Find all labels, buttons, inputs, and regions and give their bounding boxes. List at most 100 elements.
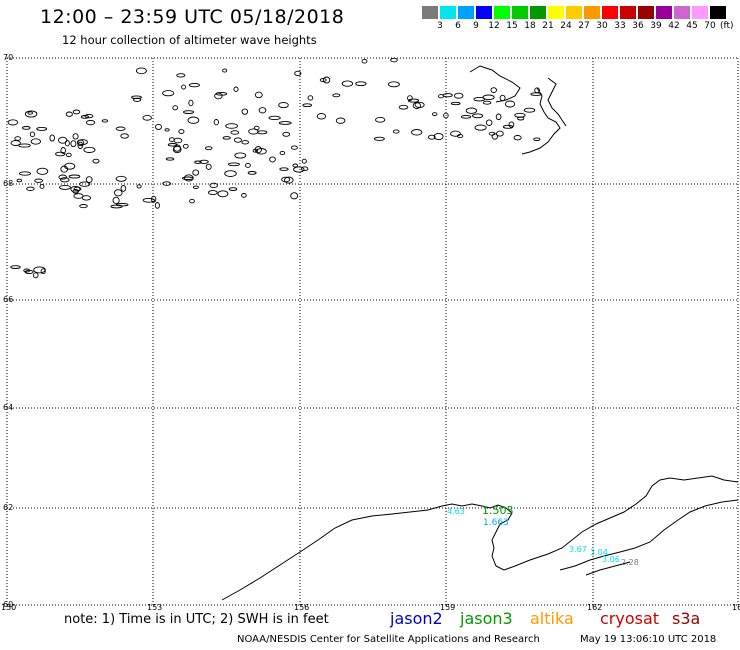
lake-outline (101, 119, 109, 123)
lake-outline (135, 67, 147, 75)
lat-label: 66 (3, 295, 14, 304)
lake-outline (176, 73, 186, 78)
lake-outline (64, 162, 76, 170)
scale-swatch (476, 6, 493, 19)
lake-outline (278, 102, 289, 109)
lake-outline (293, 166, 305, 173)
lake-outline (414, 101, 425, 108)
lake-outline (92, 158, 100, 164)
coastline-segment (547, 77, 567, 127)
lake-outline (162, 90, 175, 97)
lake-outline (278, 121, 292, 125)
coastline-segment (559, 499, 739, 571)
lake-outline (36, 167, 49, 175)
lake-outline (228, 187, 238, 191)
scale-label: 30 (596, 21, 608, 31)
scale-label: 70 (704, 21, 716, 31)
lake-outline (115, 175, 127, 182)
scale-swatch (584, 6, 601, 19)
satellite-label: altika (530, 609, 574, 628)
scale-unit-label: (ft) (720, 21, 734, 31)
lake-outline (465, 107, 478, 114)
lake-outline (514, 112, 526, 118)
lake-outline (167, 143, 178, 147)
lat-label: 70 (3, 53, 14, 62)
lake-outline (398, 104, 409, 110)
scale-swatch (620, 6, 637, 19)
lake-outline (32, 272, 39, 279)
lat-label: 62 (3, 503, 14, 512)
scale-swatch (548, 6, 565, 19)
scale-label: 9 (473, 21, 479, 31)
map-grid (6, 57, 739, 606)
lake-outline (482, 100, 492, 105)
lake-outline (292, 163, 298, 168)
lake-outline (151, 195, 157, 203)
lake-outline (254, 146, 262, 154)
lake-outline (411, 129, 423, 136)
lake-outline (533, 137, 541, 141)
lake-outline (136, 184, 142, 189)
lake-outline (84, 113, 94, 119)
lake-outline (392, 129, 400, 134)
lake-outline (209, 182, 218, 189)
lake-outline (496, 130, 504, 137)
lon-label: 159 (440, 603, 456, 612)
lake-outline (36, 126, 48, 131)
coastline (221, 65, 739, 601)
lake-outline (473, 96, 486, 102)
lake-outline (499, 94, 506, 102)
lake-outline (59, 184, 71, 190)
lake-outline (332, 93, 341, 98)
scale-label: 39 (650, 21, 662, 31)
lake-outline (495, 113, 502, 121)
lake-outline (65, 152, 72, 158)
lake-outline (316, 113, 327, 120)
lake-outline (268, 115, 281, 121)
lon-label: 150 (1, 603, 17, 612)
scale-label: 27 (578, 21, 590, 31)
scale-swatch (638, 6, 655, 19)
lon-label: 153 (147, 603, 163, 612)
lake-outline (207, 190, 218, 196)
lake-outline (30, 138, 41, 145)
lake-outline (142, 114, 152, 121)
lake-outline (33, 266, 46, 274)
lake-outline (72, 133, 79, 140)
lake-outline (29, 131, 35, 138)
scale-swatch (422, 6, 439, 19)
lake-outline (453, 92, 464, 99)
lake-outline (230, 130, 240, 135)
lake-outline (284, 176, 294, 184)
lake-outline (65, 111, 73, 117)
lake-outline (10, 265, 21, 269)
wave-height-reading: 1.663 (483, 518, 509, 528)
satellite-label: jason2 (390, 609, 443, 628)
lon-label: 165 (732, 603, 740, 612)
lake-outline (530, 92, 542, 96)
lake-outline (26, 186, 35, 191)
scale-label: 12 (488, 21, 500, 31)
lake-outline (491, 133, 498, 140)
lake-outline (142, 197, 155, 203)
scale-label: 21 (542, 21, 554, 31)
lake-outline (183, 110, 195, 114)
lake-outline (188, 82, 200, 88)
lake-outline (269, 156, 276, 163)
scale-swatch (656, 6, 673, 19)
lake-outline (72, 189, 79, 194)
lake-outline (258, 107, 267, 114)
lake-outline (68, 174, 81, 179)
lake-outline (64, 140, 70, 147)
coastline-segment (469, 65, 521, 103)
lake-outline (282, 131, 291, 137)
lake-outline (300, 166, 309, 172)
lake-outline (375, 116, 386, 123)
scale-swatch (494, 6, 511, 19)
lake-outline (214, 92, 223, 100)
wave-height-reading: 1.503 (482, 504, 514, 517)
lake-outline (227, 162, 240, 167)
scale-swatch (674, 6, 691, 19)
lake-outline (112, 196, 120, 205)
lake-outline (290, 145, 298, 150)
